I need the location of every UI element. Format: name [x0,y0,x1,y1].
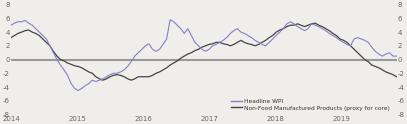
Legend: Headline WPI, Non-Food Manufactured Products (proxy for core): Headline WPI, Non-Food Manufactured Prod… [231,99,390,110]
